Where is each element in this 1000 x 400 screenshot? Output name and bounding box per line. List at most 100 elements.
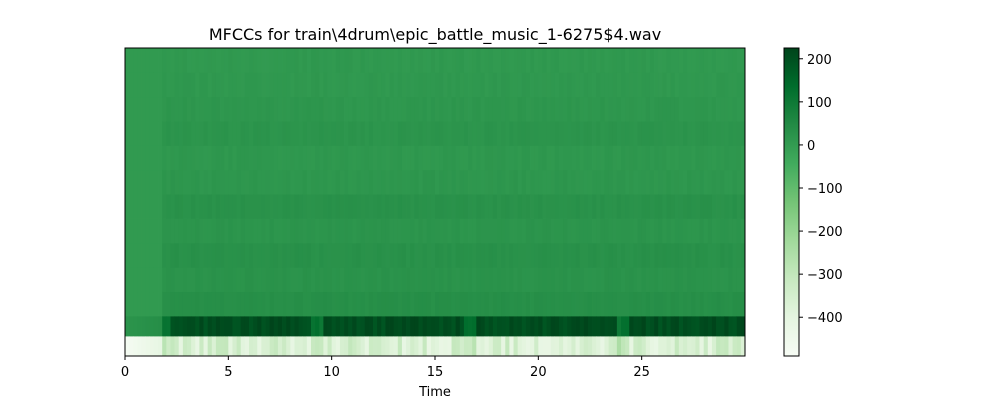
heatmap-cell	[385, 121, 390, 146]
heatmap-cell	[220, 336, 225, 356]
heatmap-cell	[311, 145, 316, 171]
heatmap-cell	[426, 145, 432, 171]
heatmap-cell	[447, 145, 452, 171]
heatmap-cell	[559, 96, 564, 122]
heatmap-cell	[571, 267, 576, 293]
heatmap-cell	[273, 96, 279, 122]
heatmap-cell	[674, 169, 680, 195]
heatmap-cell	[302, 242, 308, 268]
heatmap-cell	[488, 242, 494, 268]
heatmap-cell	[249, 48, 254, 73]
heatmap-cell	[187, 291, 192, 317]
heatmap-cell	[699, 291, 705, 317]
heatmap-cell	[501, 336, 506, 356]
heatmap-cell	[377, 145, 382, 171]
heatmap-cell	[410, 121, 415, 146]
heatmap-cell	[612, 121, 618, 146]
heatmap-cell	[282, 194, 287, 219]
heatmap-cell	[554, 96, 560, 122]
heatmap-cell	[364, 218, 370, 244]
heatmap-cell	[699, 218, 705, 244]
heatmap-cell	[364, 121, 370, 146]
heatmap-cell	[195, 316, 200, 337]
heatmap-cell	[711, 267, 717, 293]
heatmap-cell	[542, 96, 547, 122]
heatmap-cell	[236, 336, 242, 356]
heatmap-cell	[311, 194, 316, 219]
heatmap-cell	[571, 48, 576, 73]
heatmap-cell	[401, 336, 407, 356]
heatmap-cell	[265, 267, 271, 293]
heatmap-cell	[600, 316, 605, 337]
heatmap-cell	[426, 242, 432, 268]
heatmap-cell	[162, 96, 167, 122]
heatmap-cell	[298, 316, 304, 337]
heatmap-cell	[443, 48, 448, 73]
heatmap-cell	[294, 194, 299, 219]
heatmap-cell	[377, 72, 382, 98]
heatmap-cell	[616, 242, 622, 268]
heatmap-cell	[286, 316, 291, 337]
heatmap-cell	[463, 291, 469, 317]
x-tick-label: 0	[121, 365, 129, 380]
heatmap-cell	[158, 169, 163, 195]
heatmap-cell	[282, 291, 287, 317]
heatmap-cell	[422, 194, 428, 219]
heatmap-cell	[323, 121, 328, 146]
heatmap-cell	[364, 267, 370, 293]
heatmap-cell	[162, 194, 167, 219]
heatmap-cell	[249, 291, 254, 317]
heatmap-cell	[468, 72, 473, 98]
heatmap-cell	[282, 336, 287, 356]
heatmap-cell	[191, 121, 196, 146]
heatmap-cell	[232, 316, 237, 337]
heatmap-cell	[356, 336, 361, 356]
heatmap-cell	[435, 169, 440, 195]
heatmap-cell	[455, 72, 461, 98]
heatmap-cell	[707, 72, 713, 98]
heatmap-cell	[683, 242, 688, 268]
heatmap-cell	[691, 121, 696, 146]
heatmap-cell	[678, 96, 684, 122]
heatmap-cell	[687, 169, 692, 195]
heatmap-cell	[509, 336, 514, 356]
heatmap-cell	[703, 291, 709, 317]
heatmap-cell	[137, 194, 142, 219]
heatmap-cell	[381, 48, 386, 73]
heatmap-cell	[368, 336, 374, 356]
heatmap-cell	[554, 316, 560, 337]
heatmap-cell	[253, 48, 258, 73]
heatmap-cell	[228, 291, 233, 317]
heatmap-cell	[315, 267, 320, 293]
heatmap-cell	[410, 48, 415, 73]
heatmap-cell	[430, 194, 436, 219]
heatmap-cell	[286, 48, 291, 73]
heatmap-cell	[621, 316, 626, 337]
heatmap-cell	[195, 267, 200, 293]
heatmap-cell	[282, 218, 287, 244]
heatmap-cell	[211, 194, 217, 219]
heatmap-cell	[257, 267, 262, 293]
heatmap-cell	[224, 72, 229, 98]
heatmap-cell	[282, 48, 287, 73]
heatmap-cell	[600, 336, 605, 356]
heatmap-cell	[583, 48, 589, 73]
heatmap-cell	[567, 218, 572, 244]
heatmap-cell	[612, 316, 618, 337]
heatmap-cell	[385, 267, 390, 293]
heatmap-cell	[649, 242, 655, 268]
heatmap-cell	[728, 242, 733, 268]
heatmap-cell	[265, 121, 271, 146]
heatmap-cell	[323, 316, 328, 337]
heatmap-cell	[129, 121, 134, 146]
heatmap-cell	[439, 267, 444, 293]
heatmap-cell	[323, 169, 328, 195]
heatmap-cell	[451, 121, 457, 146]
heatmap-cell	[525, 169, 531, 195]
heatmap-cell	[315, 96, 320, 122]
heatmap-cell	[277, 291, 283, 317]
heatmap-cell	[616, 72, 622, 98]
heatmap-cell	[447, 72, 452, 98]
heatmap-cell	[641, 72, 647, 98]
heatmap-cell	[633, 218, 638, 244]
